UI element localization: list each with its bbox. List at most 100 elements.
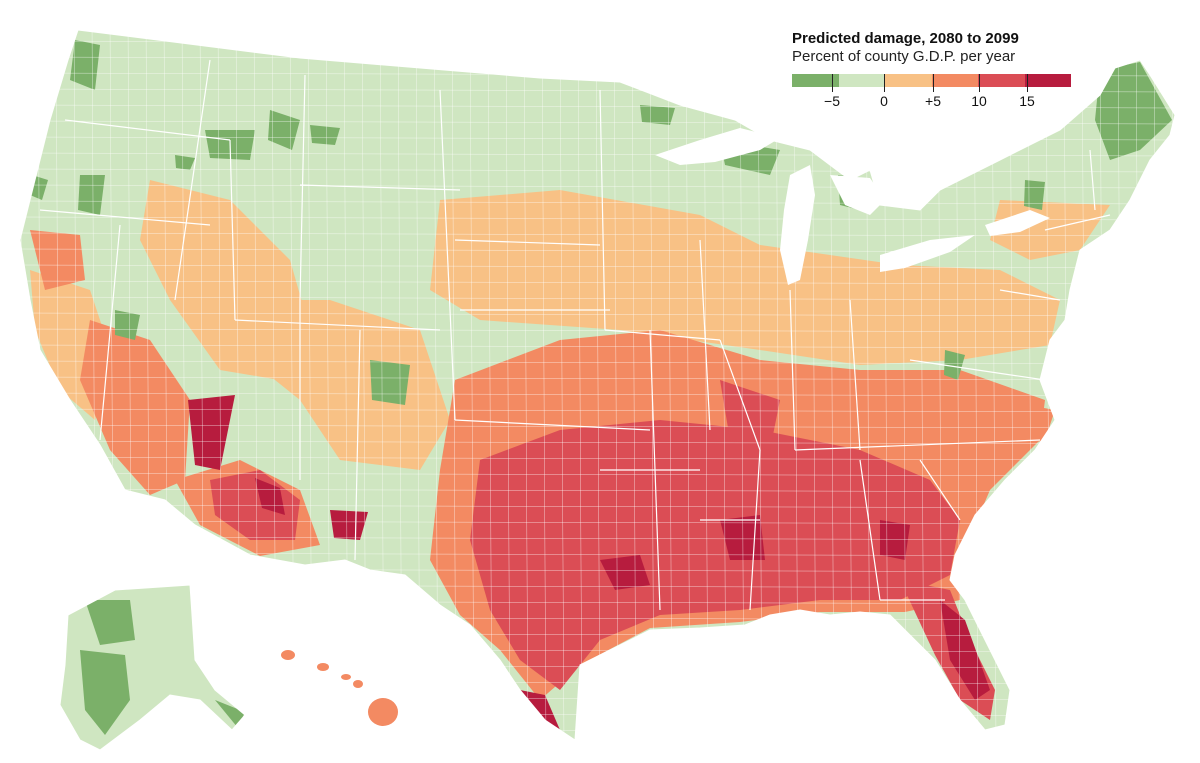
state-boundary bbox=[719, 339, 761, 451]
legend-tick-label: −5 bbox=[824, 93, 840, 109]
damage-region-loss-high bbox=[720, 380, 780, 450]
state-boundary bbox=[99, 224, 121, 441]
county-grid-line bbox=[631, 30, 637, 740]
county-grid-line bbox=[1171, 30, 1175, 740]
lake-shape bbox=[880, 235, 975, 272]
state-boundary bbox=[1044, 214, 1111, 231]
state-boundary bbox=[909, 359, 1046, 381]
map-legend: Predicted damage, 2080 to 2099 Percent o… bbox=[792, 30, 1082, 111]
damage-region-gain-high bbox=[370, 360, 410, 405]
damage-region-loss-low bbox=[430, 190, 1060, 365]
county-grid-line bbox=[20, 376, 1175, 381]
damage-region-gain-high bbox=[944, 350, 965, 380]
legend-tick-label: 10 bbox=[971, 93, 987, 109]
damage-region-loss-high bbox=[470, 420, 960, 690]
state-boundary bbox=[454, 419, 651, 431]
hawaii-island bbox=[353, 680, 363, 688]
damage-region-gain-high bbox=[70, 40, 100, 90]
county-grid-line bbox=[20, 216, 1175, 221]
legend-swatch-loss-high bbox=[978, 74, 1025, 87]
county-grid-line bbox=[20, 168, 1175, 173]
county-grid-line bbox=[20, 456, 1175, 461]
lake-shape bbox=[655, 128, 780, 165]
county-grid-line bbox=[20, 248, 1175, 253]
state-boundary bbox=[439, 89, 456, 421]
state-boundary bbox=[794, 439, 1041, 451]
damage-region-loss-mid bbox=[30, 230, 85, 290]
county-grid-line bbox=[20, 264, 1175, 269]
damage-region-loss-max bbox=[880, 520, 910, 560]
lake-shape bbox=[985, 210, 1050, 236]
county-grid-line bbox=[20, 232, 1175, 237]
county-grid-line bbox=[15, 25, 1180, 28]
state-boundary bbox=[454, 239, 601, 246]
county-grid-line bbox=[20, 184, 1175, 189]
legend-tick-mark bbox=[832, 74, 833, 92]
hawaii-island bbox=[317, 663, 329, 671]
county-grid-line bbox=[613, 30, 619, 740]
county-grid-line bbox=[667, 30, 673, 740]
county-grid-line bbox=[505, 30, 511, 740]
county-grid-line bbox=[20, 392, 1175, 397]
damage-region-gain-high bbox=[640, 105, 675, 125]
county-grid-line bbox=[20, 200, 1175, 205]
legend-tick-label: +5 bbox=[925, 93, 941, 109]
lake-shape bbox=[780, 165, 815, 285]
damage-region-loss-max bbox=[330, 510, 368, 540]
legend-tick-label: 0 bbox=[880, 93, 888, 109]
county-grid-line bbox=[37, 30, 43, 740]
state-boundary bbox=[859, 459, 881, 601]
county-grid-line bbox=[20, 296, 1175, 301]
county-grid-line bbox=[20, 280, 1175, 285]
county-grid-line bbox=[20, 360, 1175, 365]
state-boundary bbox=[919, 459, 961, 521]
county-grid-line bbox=[541, 30, 547, 740]
state-boundary bbox=[849, 299, 861, 451]
legend-tick-mark bbox=[884, 74, 885, 92]
alaska-region bbox=[85, 600, 135, 645]
legend-tick-label: 15 bbox=[1019, 93, 1035, 109]
county-grid-line bbox=[20, 728, 1175, 733]
legend-title: Predicted damage, 2080 to 2099 bbox=[792, 30, 1019, 47]
legend-tick-mark bbox=[1027, 74, 1028, 92]
legend-subtitle: Percent of county G.D.P. per year bbox=[792, 48, 1016, 65]
damage-region-gain-high bbox=[268, 110, 300, 150]
legend-swatch-gain-high bbox=[792, 74, 839, 87]
legend-swatch-gain-low bbox=[838, 74, 885, 87]
state-boundary bbox=[64, 119, 231, 141]
county-grid-line bbox=[20, 344, 1175, 349]
legend-ticks: −5 0 +5 10 15 bbox=[792, 74, 1071, 111]
state-boundary bbox=[604, 329, 721, 341]
county-grid-line bbox=[469, 30, 475, 740]
damage-region-gain-high bbox=[175, 155, 195, 170]
alaska-region bbox=[80, 650, 130, 735]
county-grid-line bbox=[20, 424, 1175, 429]
alaska-region bbox=[215, 700, 245, 728]
hawaii-island bbox=[341, 674, 351, 680]
county-grid-line bbox=[595, 30, 601, 740]
state-boundary bbox=[354, 329, 361, 561]
state-boundary bbox=[599, 89, 606, 331]
county-grid-line bbox=[20, 408, 1175, 413]
state-boundary bbox=[39, 209, 211, 226]
legend-tick-mark bbox=[933, 74, 934, 92]
hawaii-island bbox=[281, 650, 295, 660]
legend-swatch-loss-mid bbox=[931, 74, 978, 87]
county-grid-line bbox=[20, 472, 1175, 477]
state-boundary bbox=[299, 184, 461, 191]
hawaii-island bbox=[368, 698, 398, 726]
state-boundary bbox=[234, 319, 441, 331]
legend-color-bar bbox=[792, 74, 1071, 87]
state-boundary bbox=[229, 139, 236, 321]
damage-region-gain-high bbox=[310, 125, 340, 145]
state-boundary bbox=[999, 289, 1061, 301]
legend-swatch-loss-low bbox=[885, 74, 932, 87]
damage-region-gain-high bbox=[1024, 180, 1045, 210]
county-grid-line bbox=[487, 30, 493, 740]
legend-tick-mark bbox=[979, 74, 980, 92]
county-grid-line bbox=[577, 30, 583, 740]
damage-region-gain-high bbox=[1095, 62, 1172, 160]
county-grid-line bbox=[20, 488, 1175, 493]
state-boundary bbox=[1089, 149, 1096, 211]
